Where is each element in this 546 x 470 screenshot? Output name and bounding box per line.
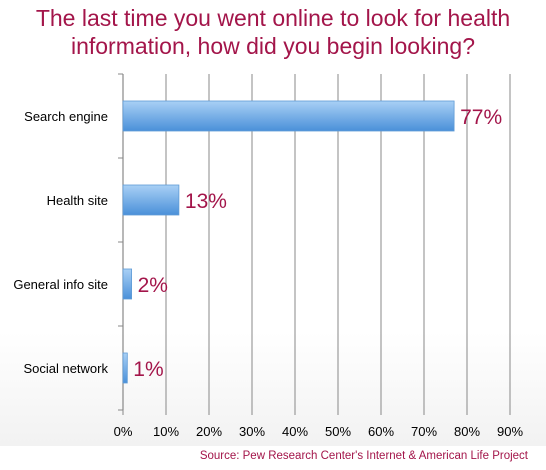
- bar-chart: 0% 10% 20% 30% 40% 50% 60% 70% 80% 90% Search engi…: [13, 73, 523, 439]
- data-label: 2%: [138, 274, 168, 297]
- bar: [122, 184, 180, 216]
- category-label: Search engine: [24, 109, 108, 124]
- x-tick-label: 30%: [239, 424, 265, 439]
- chart-title-line-2: information, how did you begin looking?: [70, 33, 476, 59]
- data-label: 13%: [185, 190, 227, 213]
- x-tick-label: 80%: [454, 424, 480, 439]
- source-note: Source: Pew Research Center's Internet &…: [199, 450, 528, 462]
- x-tick-label: 10%: [153, 424, 179, 439]
- x-tick-label: 20%: [196, 424, 222, 439]
- x-tick-label: 50%: [325, 424, 351, 439]
- category-label: Social network: [23, 361, 108, 376]
- category-label: General info site: [13, 277, 108, 292]
- x-tick-label: 70%: [411, 424, 437, 439]
- x-tick-label: 0%: [114, 424, 133, 439]
- x-tick-label: 90%: [497, 424, 523, 439]
- bar: [122, 352, 128, 384]
- labels: 0% 10% 20% 30% 40% 50% 60% 70% 80% 90% Search engi…: [13, 106, 523, 439]
- bars: [122, 100, 455, 384]
- x-tick-label: 40%: [282, 424, 308, 439]
- bar: [122, 100, 455, 132]
- chart-title: The last time you went online to look fo…: [0, 4, 546, 60]
- chart-title-line-1: The last time you went online to look fo…: [35, 5, 511, 31]
- bar: [122, 268, 132, 300]
- category-label: Health site: [47, 193, 108, 208]
- x-tick-label: 60%: [368, 424, 394, 439]
- data-label: 1%: [133, 358, 163, 381]
- data-label: 77%: [460, 106, 502, 129]
